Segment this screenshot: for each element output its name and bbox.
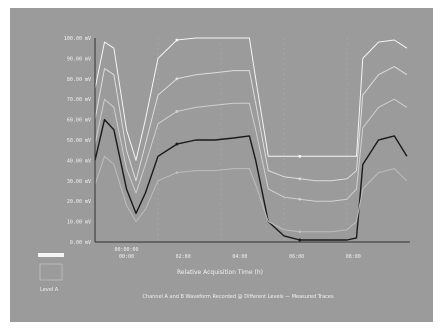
series-marker bbox=[175, 110, 179, 113]
chart-frame: 100.00 mV 90.00 mV 80.00 mV 70.00 mV 60.00 m… bbox=[10, 8, 433, 322]
legend-box bbox=[39, 263, 63, 281]
y-tick-label: 70.00 mV bbox=[67, 97, 91, 103]
y-tick-label: 20.00 mV bbox=[67, 199, 91, 205]
y-tick-label: 100.00 mV bbox=[64, 36, 91, 42]
x-tick-label: 00:00 bbox=[119, 254, 134, 260]
series-marker bbox=[298, 197, 302, 201]
series-marker bbox=[298, 154, 302, 158]
y-tick-label: 90.00 mV bbox=[67, 56, 91, 62]
chart-caption: Channel A and B Waveform Recorded @ Diff… bbox=[142, 294, 334, 300]
legend-label: Level A bbox=[40, 287, 59, 293]
y-tick-label: 60.00 mV bbox=[67, 118, 91, 124]
y-tick-label: 50.00 mV bbox=[67, 138, 91, 144]
x-tick-label: 06:00 bbox=[289, 254, 304, 260]
y-tick-label: 0.00 mV bbox=[70, 240, 91, 246]
series-line-2 bbox=[94, 66, 408, 182]
series-marker bbox=[175, 38, 179, 42]
series-line-5 bbox=[94, 155, 408, 233]
series-lines bbox=[94, 37, 408, 242]
y-tick-label: 40.00 mV bbox=[67, 158, 91, 164]
x-tick-label: 02:00 bbox=[176, 254, 191, 260]
series-marker bbox=[298, 230, 302, 234]
line-chart: 100.00 mV 90.00 mV 80.00 mV 70.00 mV 60.00 m… bbox=[38, 36, 410, 300]
y-tick-label: 10.00 mV bbox=[67, 220, 91, 226]
series-line-4 bbox=[94, 118, 408, 241]
grid bbox=[157, 38, 348, 242]
series-marker bbox=[298, 238, 302, 242]
x-axis-ticks: 00:00 02:00 04:00 06:00 08:00 00:00:00 bbox=[114, 247, 360, 260]
series-marker bbox=[175, 142, 179, 146]
legend: Level A bbox=[38, 253, 64, 293]
x-tick-sub-label: 00:00:00 bbox=[114, 247, 138, 253]
y-tick-label: 30.00 mV bbox=[67, 179, 91, 185]
series-marker bbox=[298, 177, 302, 181]
series-marker bbox=[175, 77, 179, 81]
x-axis-label: Relative Acquisition Time (h) bbox=[177, 269, 263, 276]
series-marker bbox=[175, 171, 179, 175]
y-axis-ticks: 100.00 mV 90.00 mV 80.00 mV 70.00 mV 60.00 m… bbox=[64, 36, 91, 246]
x-tick-label: 08:00 bbox=[346, 254, 361, 260]
y-tick-label: 80.00 mV bbox=[67, 77, 91, 83]
x-tick-label: 04:00 bbox=[232, 254, 247, 260]
series-line-3 bbox=[94, 98, 408, 202]
legend-swatch bbox=[38, 253, 64, 257]
series-line-1 bbox=[94, 37, 408, 161]
